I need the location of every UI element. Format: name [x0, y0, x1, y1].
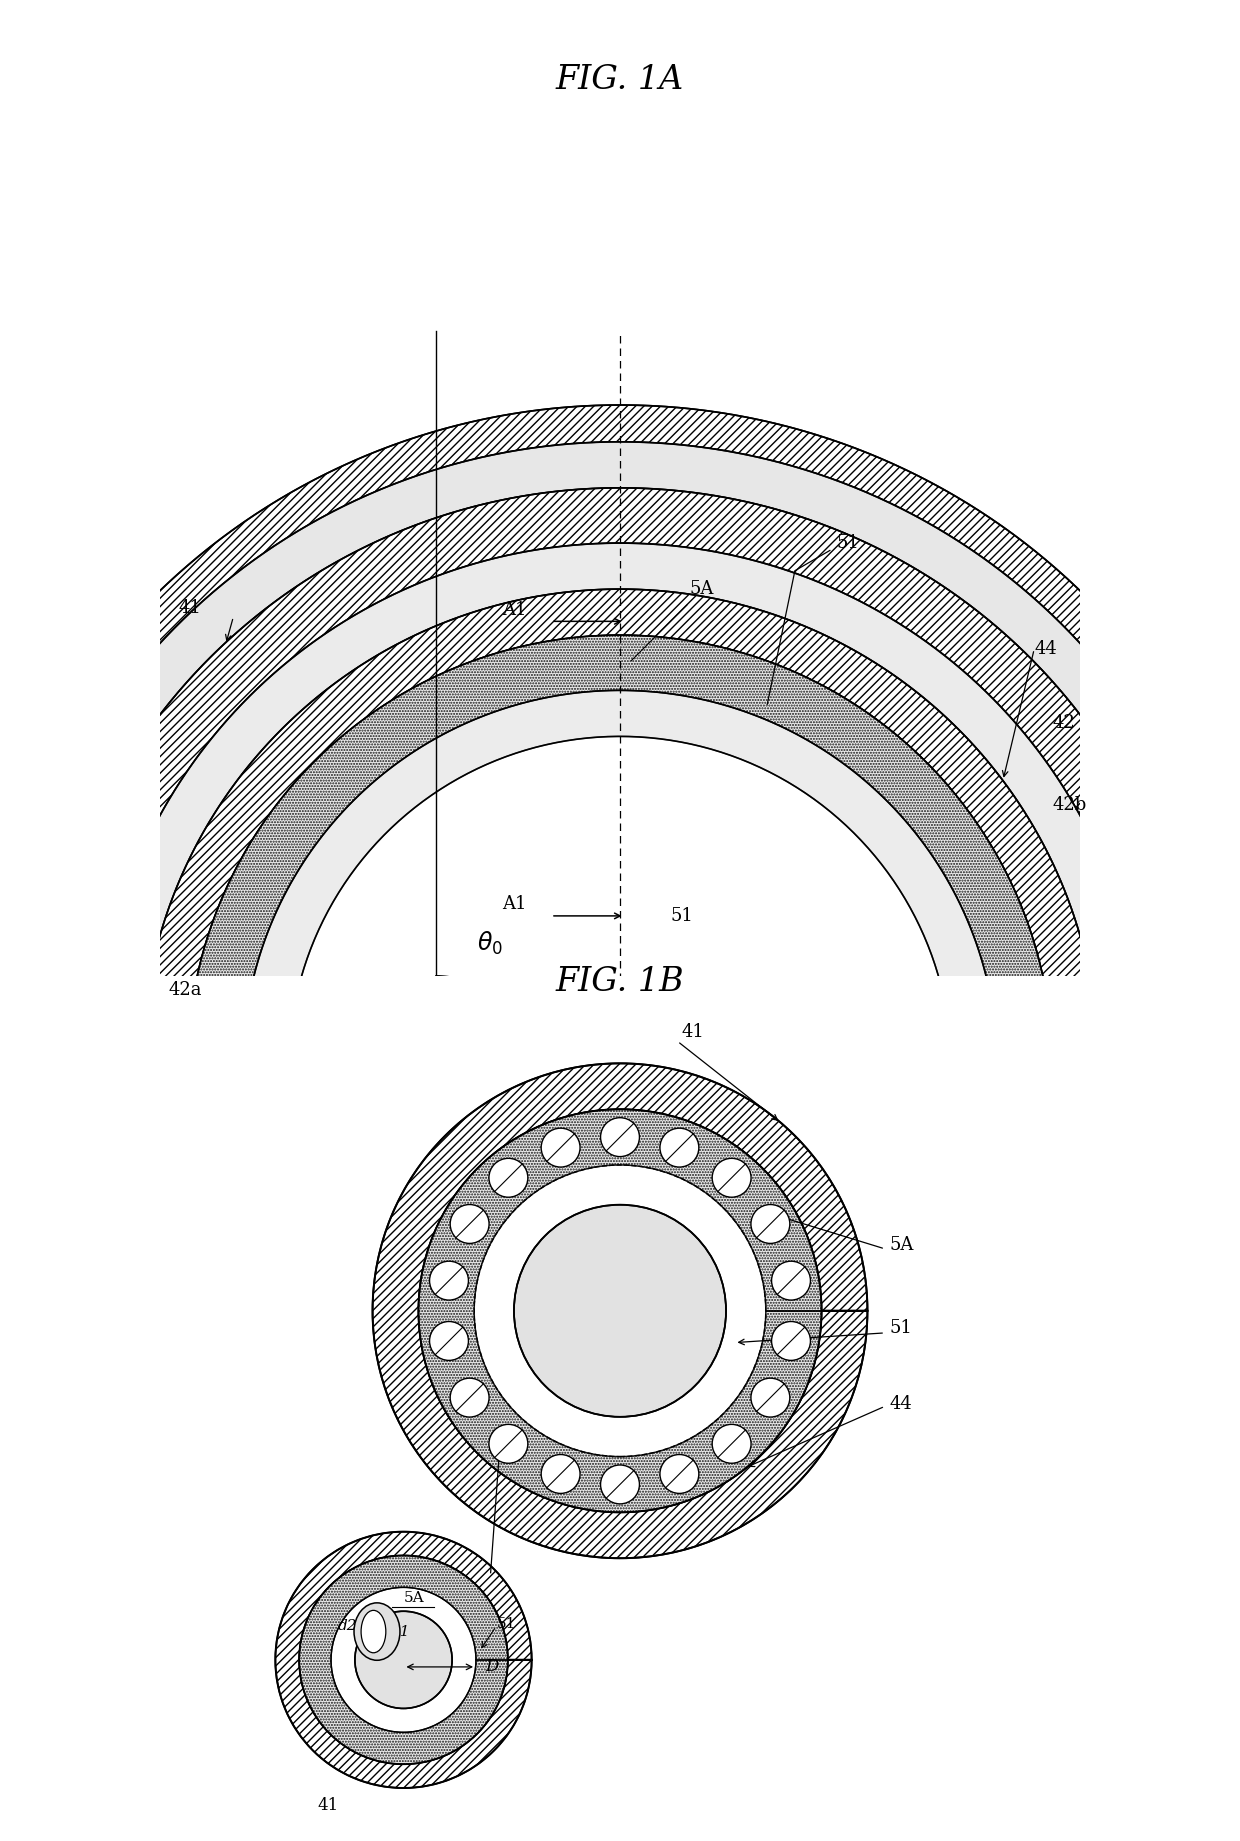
Polygon shape — [299, 1556, 507, 1764]
Polygon shape — [0, 442, 1240, 1068]
Text: 51: 51 — [671, 908, 693, 924]
Text: 5A: 5A — [689, 580, 713, 598]
Text: 41: 41 — [682, 1024, 704, 1042]
Text: 51: 51 — [836, 534, 859, 552]
Circle shape — [660, 1129, 699, 1167]
Text: 51: 51 — [496, 1618, 516, 1631]
Text: d1: d1 — [391, 1624, 409, 1638]
Text: A1: A1 — [502, 600, 527, 619]
Circle shape — [541, 1129, 580, 1167]
Circle shape — [541, 1454, 580, 1493]
Circle shape — [489, 1425, 528, 1464]
Text: FIG. 1B: FIG. 1B — [556, 967, 684, 998]
Circle shape — [751, 1204, 790, 1243]
Text: $\theta_0$: $\theta_0$ — [477, 930, 503, 957]
Circle shape — [712, 1425, 751, 1464]
Circle shape — [771, 1322, 811, 1360]
Polygon shape — [95, 543, 1145, 1068]
Text: 5A: 5A — [404, 1591, 424, 1605]
Text: d2: d2 — [339, 1620, 357, 1633]
Polygon shape — [419, 1110, 821, 1511]
Circle shape — [429, 1261, 469, 1300]
Text: 44: 44 — [1034, 641, 1056, 657]
Ellipse shape — [361, 1611, 386, 1653]
Text: 42: 42 — [1053, 714, 1075, 731]
Text: 42a: 42a — [169, 981, 202, 998]
Circle shape — [751, 1379, 790, 1418]
Text: 41: 41 — [317, 1797, 339, 1813]
Circle shape — [429, 1322, 469, 1360]
Polygon shape — [40, 488, 1200, 1068]
Polygon shape — [372, 1064, 868, 1557]
Circle shape — [355, 1611, 453, 1708]
Circle shape — [513, 1204, 727, 1418]
Circle shape — [712, 1158, 751, 1197]
Text: D: D — [485, 1659, 498, 1675]
Text: 5A: 5A — [889, 1235, 914, 1254]
Text: 41: 41 — [179, 598, 201, 617]
Circle shape — [450, 1204, 489, 1243]
Text: FIG. 1A: FIG. 1A — [556, 64, 684, 96]
Circle shape — [660, 1454, 699, 1493]
Circle shape — [450, 1379, 489, 1418]
Circle shape — [600, 1465, 640, 1504]
Text: 44: 44 — [889, 1395, 913, 1412]
Polygon shape — [243, 690, 997, 1068]
Text: 42b: 42b — [1053, 797, 1087, 814]
Circle shape — [771, 1261, 811, 1300]
Text: 51: 51 — [889, 1320, 913, 1337]
Polygon shape — [0, 405, 1240, 1068]
Polygon shape — [187, 635, 1053, 1068]
Ellipse shape — [353, 1604, 401, 1661]
Text: A1: A1 — [502, 895, 527, 913]
Circle shape — [489, 1158, 528, 1197]
Polygon shape — [275, 1532, 532, 1788]
Polygon shape — [141, 589, 1099, 1068]
Circle shape — [600, 1117, 640, 1156]
